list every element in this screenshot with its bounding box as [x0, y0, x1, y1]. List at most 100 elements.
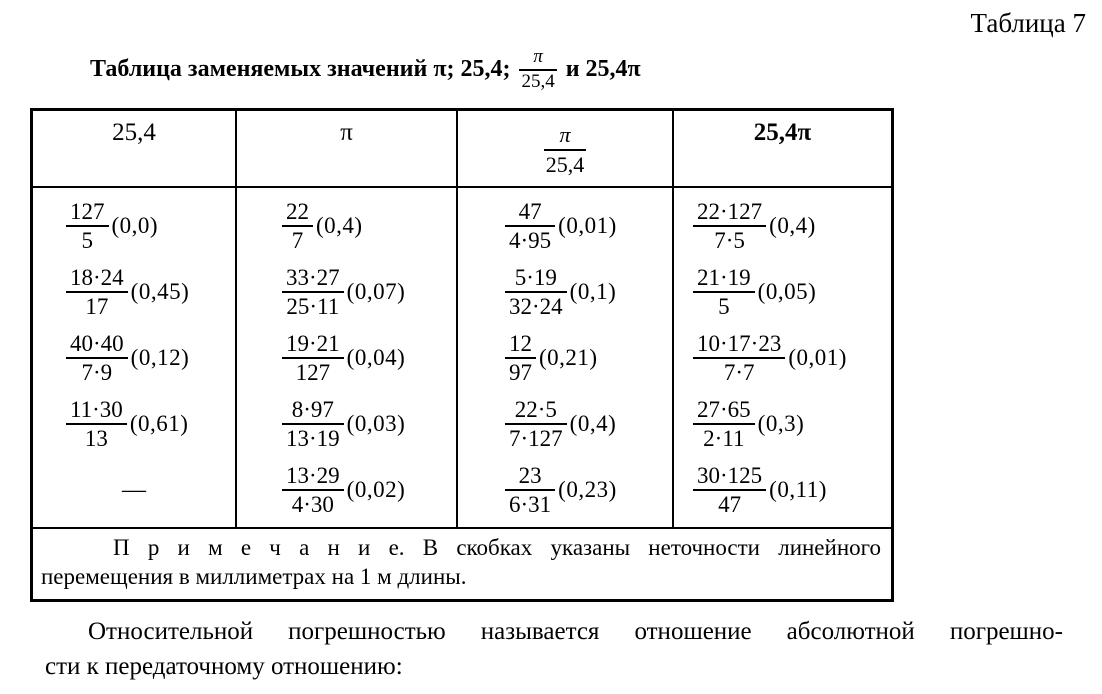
numerator: 22·5	[505, 397, 567, 425]
denominator: 2·11	[703, 426, 745, 451]
fraction: 22 7	[282, 199, 313, 254]
error-value: (0,01)	[558, 213, 617, 239]
denominator: 7·127	[509, 426, 563, 451]
numerator: 23	[505, 463, 556, 491]
numerator: 22	[282, 199, 313, 227]
body-paragraph: Относительной погрешностью называется от…	[45, 614, 1063, 684]
error-value: (0,11)	[769, 477, 827, 503]
fraction-entry: 19·21 127 (0,04)	[238, 325, 455, 391]
error-value: (0,45)	[130, 279, 190, 305]
title-fraction-numerator: π	[519, 46, 557, 71]
denominator: 4·95	[509, 228, 552, 253]
error-value: (0,61)	[129, 411, 189, 437]
denominator: 5	[718, 294, 730, 319]
denominator: 25·11	[286, 294, 340, 319]
fraction-entry: 13·29 4·30 (0,02)	[238, 457, 455, 523]
empty-entry: —	[34, 457, 234, 523]
fraction: 30·125 47	[693, 463, 767, 518]
fraction-entry: 22 7 (0,4)	[238, 193, 455, 259]
denominator: 6·31	[509, 492, 552, 517]
denominator: 127	[295, 360, 331, 385]
fraction: 19·21 127	[282, 331, 344, 386]
error-value: (0,4)	[569, 411, 617, 437]
fraction: 22·127 7·5	[693, 199, 767, 254]
fraction-entry: 127 5 (0,0)	[34, 193, 234, 259]
paragraph-line-2: сти к передаточному отношению:	[45, 653, 403, 680]
fraction: 33·27 25·11	[282, 265, 344, 320]
error-value: (0,0)	[111, 213, 159, 239]
fraction: 18·24 17	[66, 265, 128, 320]
column-25-4: 127 5 (0,0) 18·24 17 (0,45) 40·40 7·9 (0…	[30, 186, 237, 529]
fraction: 8·97 13·19	[282, 397, 344, 452]
fraction: 12 97	[505, 331, 536, 386]
numerator: 5·19	[505, 265, 567, 293]
error-value: (0,05)	[757, 279, 817, 305]
fraction-entry: 10·17·23 7·7 (0,01)	[675, 325, 890, 391]
fraction: 21·19 5	[693, 265, 755, 320]
fraction: 47 4·95	[505, 199, 556, 254]
fraction: 10·17·23 7·7	[693, 331, 786, 386]
fraction-entry: 8·97 13·19 (0,03)	[238, 391, 455, 457]
fraction-entry: 11·30 13 (0,61)	[34, 391, 234, 457]
fraction-entry: 23 6·31 (0,23)	[459, 457, 671, 523]
numerator: 22·127	[693, 199, 767, 227]
numerator: 47	[505, 199, 556, 227]
numerator: 127	[66, 199, 109, 227]
numerator: 18·24	[66, 265, 128, 293]
denominator: 7·5	[714, 228, 745, 253]
denominator: 13	[84, 426, 108, 451]
error-value: (0,1)	[569, 279, 617, 305]
error-value: (0,4)	[316, 213, 363, 239]
error-value: (0,04)	[346, 345, 406, 371]
numerator: 19·21	[282, 331, 344, 359]
fraction: 22·5 7·127	[505, 397, 567, 452]
error-value: (0,4)	[769, 213, 816, 239]
note-cell: П р и м е ч а н и е. В скобках указаны н…	[30, 527, 894, 601]
fraction-entry: 27·65 2·11 (0,3)	[675, 391, 890, 457]
numerator: 27·65	[693, 397, 755, 425]
error-value: (0,12)	[130, 345, 190, 371]
fraction: 27·65 2·11	[693, 397, 755, 452]
denominator: 17	[85, 294, 109, 319]
numerator: 30·125	[693, 463, 767, 491]
error-value: (0,3)	[757, 411, 805, 437]
error-value: (0,03)	[346, 411, 406, 437]
fraction: 5·19 32·24	[505, 265, 567, 320]
error-value: (0,21)	[539, 345, 598, 371]
denominator: 47	[718, 492, 742, 517]
numerator: 33·27	[282, 265, 344, 293]
numerator: 40·40	[66, 331, 128, 359]
fraction-entry: 18·24 17 (0,45)	[34, 259, 234, 325]
column-25-4-pi: 22·127 7·5 (0,4) 21·19 5 (0,05) 10·17·23…	[672, 186, 894, 529]
values-table: 25,4 π π 25,4 25,4π 127 5 (0,0) 18·24 17	[30, 108, 894, 602]
header-fraction-numerator: π	[543, 121, 587, 151]
body-row: 127 5 (0,0) 18·24 17 (0,45) 40·40 7·9 (0…	[30, 186, 894, 529]
title-suffix: и 25,4π	[565, 56, 641, 83]
title-fraction-denominator: 25,4	[521, 70, 555, 92]
header-cell-pi: π	[235, 108, 458, 188]
error-value: (0,23)	[558, 477, 617, 503]
values-table-wrapper: 25,4 π π 25,4 25,4π 127 5 (0,0) 18·24 17	[30, 108, 894, 602]
fraction: 127 5	[66, 199, 109, 254]
table-title: Таблица заменяемых значений π; 25,4; π 2…	[90, 46, 641, 94]
numerator: 10·17·23	[693, 331, 786, 359]
numerator: 12	[505, 331, 536, 359]
page-corner-label: Таблица 7	[970, 8, 1086, 38]
denominator: 32·24	[509, 294, 563, 319]
note-line-2: перемещения в миллиметрах на 1 м длины.	[41, 563, 467, 589]
fraction-entry: 5·19 32·24 (0,1)	[459, 259, 671, 325]
fraction: 40·40 7·9	[66, 331, 128, 386]
denominator: 13·19	[286, 426, 340, 451]
fraction-entry: 40·40 7·9 (0,12)	[34, 325, 234, 391]
paragraph-line-1: Относительной погрешностью называется от…	[88, 618, 1063, 645]
fraction-entry: 12 97 (0,21)	[459, 325, 671, 391]
column-pi-over-25-4: 47 4·95 (0,01) 5·19 32·24 (0,1) 12 97 (0…	[456, 186, 674, 529]
fraction: 13·29 4·30	[282, 463, 344, 518]
header-fraction: π 25,4	[543, 121, 587, 178]
numerator: 13·29	[282, 463, 344, 491]
numerator: 8·97	[282, 397, 344, 425]
error-value: (0,01)	[788, 345, 847, 371]
denominator: 7·9	[81, 360, 113, 385]
header-cell-pi-over-25-4: π 25,4	[456, 108, 674, 188]
fraction-entry: 22·5 7·127 (0,4)	[459, 391, 671, 457]
